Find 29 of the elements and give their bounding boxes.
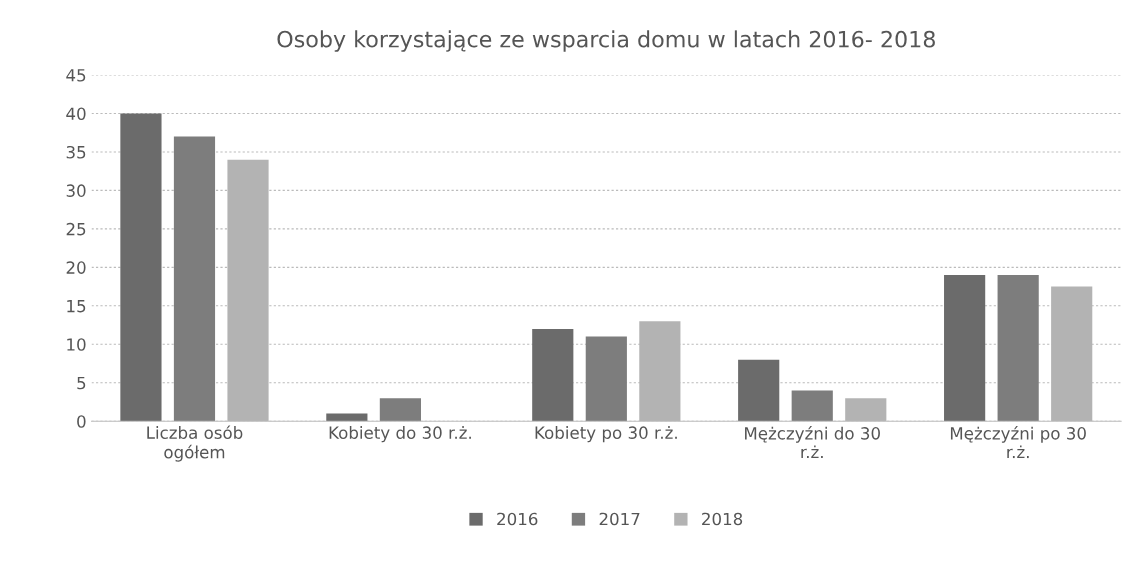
y-tick-label: 10 xyxy=(67,338,86,351)
y-tick-label: 40 xyxy=(66,107,86,121)
bar xyxy=(585,336,627,422)
bar xyxy=(738,359,780,422)
bar xyxy=(532,328,574,422)
bar xyxy=(997,275,1039,422)
y-tick-label: 30 xyxy=(66,184,86,197)
bar xyxy=(944,275,986,422)
x-tick-label: Kobiety po 30 r.ż. xyxy=(535,426,677,443)
y-tick-label: 25 xyxy=(66,222,86,236)
chart-title: Osoby korzystające ze wsparcia domu w latach 2016- 2018 xyxy=(277,30,935,52)
y-tick-label: 20 xyxy=(66,261,86,274)
legend-label: 2018 xyxy=(702,512,743,526)
bar xyxy=(120,113,162,422)
y-tick-label: 15 xyxy=(67,299,86,313)
x-tick-label: Mężczyźni po 30 r.ż. xyxy=(950,426,1086,459)
legend-label: 2016 xyxy=(497,512,538,526)
y-tick-label: 5 xyxy=(77,376,86,390)
y-tick-label: 35 xyxy=(66,145,86,159)
y-tick-label: 0 xyxy=(77,415,86,428)
x-tick-label: Mężczyźni do 30 r.ż. xyxy=(745,426,880,459)
bar xyxy=(791,390,833,422)
bar xyxy=(326,413,368,422)
bar xyxy=(173,136,216,422)
legend-label: 2017 xyxy=(599,512,640,526)
bar xyxy=(379,398,421,422)
x-tick-label: Liczba osób ogółem xyxy=(147,425,243,462)
y-tick-label: 45 xyxy=(66,69,86,82)
x-tick-label: Kobiety do 30 r.ż. xyxy=(329,426,471,443)
